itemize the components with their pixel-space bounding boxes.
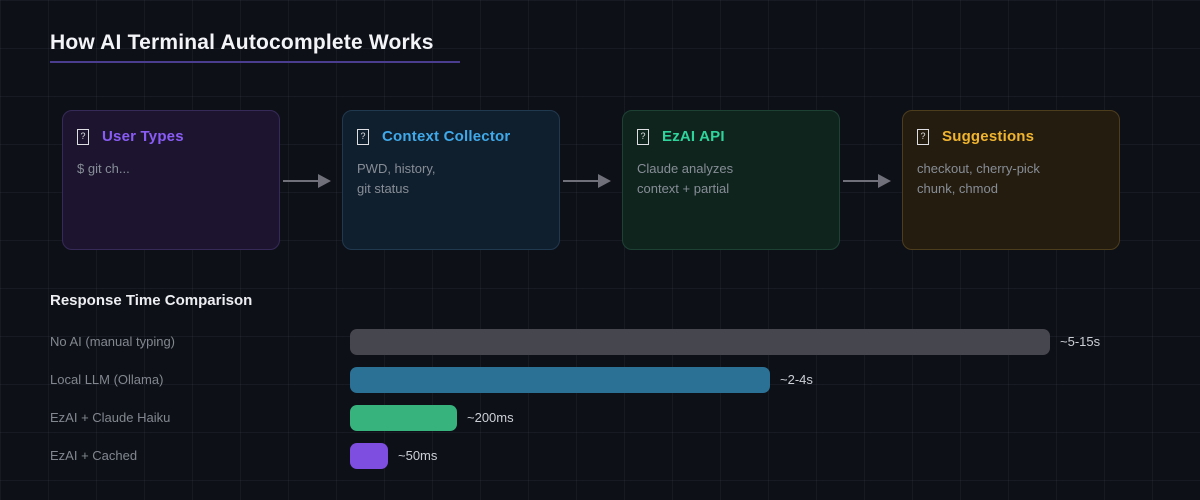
chart-row: EzAI + Cached ~50ms bbox=[0, 443, 1200, 469]
flow-step-user-types: ? User Types $ git ch... bbox=[62, 110, 280, 250]
arrow-head bbox=[598, 174, 611, 188]
flow-step-header: ? EzAI API bbox=[637, 128, 825, 145]
chart-bar bbox=[350, 405, 457, 431]
flow-step-body: $ git ch... bbox=[77, 159, 265, 179]
flow-step-header: ? Context Collector bbox=[357, 128, 545, 145]
flow-step-title: Suggestions bbox=[942, 128, 1035, 145]
flow-step-title: EzAI API bbox=[662, 128, 725, 145]
chart-value-label: ~5-15s bbox=[1060, 334, 1101, 349]
flow-step-body: Claude analyzes context + partial bbox=[637, 159, 825, 199]
chart-value-label: ~50ms bbox=[398, 448, 438, 463]
arrow-line bbox=[843, 180, 878, 182]
arrow-head bbox=[878, 174, 891, 188]
missing-glyph-icon: ? bbox=[637, 128, 649, 145]
flow-step-title: User Types bbox=[102, 128, 184, 145]
chart-category-label: EzAI + Claude Haiku bbox=[50, 410, 171, 425]
flow-step-body-line: chunk, chmod bbox=[917, 181, 998, 196]
flow-step-body-line: $ git ch... bbox=[77, 161, 130, 176]
title-underline bbox=[50, 61, 460, 63]
flow-step-body-line: checkout, cherry-pick bbox=[917, 161, 1040, 176]
flow-step-body-line: Claude analyzes bbox=[637, 161, 734, 176]
chart-row: No AI (manual typing) ~5-15s bbox=[0, 329, 1200, 355]
chart-title: Response Time Comparison bbox=[50, 292, 253, 309]
flow-step-context-collector: ? Context Collector PWD, history, git st… bbox=[342, 110, 560, 250]
flow-arrow-right-icon bbox=[563, 174, 611, 188]
flow-step-header: ? User Types bbox=[77, 128, 265, 145]
flow-arrow-right-icon bbox=[283, 174, 331, 188]
chart-value-label: ~2-4s bbox=[780, 372, 813, 387]
flow-step-ezai-api: ? EzAI API Claude analyzes context + par… bbox=[622, 110, 840, 250]
flow-step-body-line: PWD, history, bbox=[357, 161, 436, 176]
chart-bar bbox=[350, 443, 388, 469]
chart-bar bbox=[350, 367, 770, 393]
chart-category-label: EzAI + Cached bbox=[50, 448, 138, 463]
flow-arrow-right-icon bbox=[843, 174, 891, 188]
chart-category-label: No AI (manual typing) bbox=[50, 334, 176, 349]
arrow-line bbox=[283, 180, 318, 182]
missing-glyph-icon: ? bbox=[77, 128, 89, 145]
chart-category-label: Local LLM (Ollama) bbox=[50, 372, 164, 387]
chart-bar bbox=[350, 329, 1050, 355]
flow-step-body: checkout, cherry-pick chunk, chmod bbox=[917, 159, 1105, 199]
arrow-head bbox=[318, 174, 331, 188]
flow-step-header: ? Suggestions bbox=[917, 128, 1105, 145]
flow-step-body: PWD, history, git status bbox=[357, 159, 545, 199]
arrow-line bbox=[563, 180, 598, 182]
missing-glyph-icon: ? bbox=[917, 128, 929, 145]
flow-step-body-line: context + partial bbox=[637, 181, 730, 196]
flow-step-suggestions: ? Suggestions checkout, cherry-pick chun… bbox=[902, 110, 1120, 250]
flow-step-body-line: git status bbox=[357, 181, 410, 196]
chart-row: Local LLM (Ollama) ~2-4s bbox=[0, 367, 1200, 393]
chart-value-label: ~200ms bbox=[467, 410, 514, 425]
flow-step-title: Context Collector bbox=[382, 128, 511, 145]
page-title: How AI Terminal Autocomplete Works bbox=[50, 31, 434, 54]
missing-glyph-icon: ? bbox=[357, 128, 369, 145]
chart-row: EzAI + Claude Haiku ~200ms bbox=[0, 405, 1200, 431]
